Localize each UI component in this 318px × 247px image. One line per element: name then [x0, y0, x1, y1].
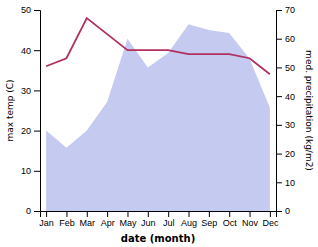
tick-mark [87, 211, 88, 217]
plot-area: Jan Feb Mar Apr May Jun Jul Aug Sep Oct NovDec 0 10 2… [21, 5, 295, 228]
tick-label: 10 [285, 178, 295, 188]
tick-mark [46, 211, 47, 217]
tick-label: Jan [39, 218, 54, 228]
tick-mark [276, 182, 282, 183]
tick-label: 50 [21, 5, 31, 15]
tick-mark [34, 131, 40, 132]
tick-mark [34, 171, 40, 172]
tick: 0 [26, 206, 40, 216]
tick: 20 [21, 126, 40, 136]
tick-mark [276, 96, 282, 97]
tick-mark [276, 10, 282, 11]
axis-line [34, 11, 41, 212]
tick-mark [276, 211, 282, 212]
tick-mark [66, 211, 67, 217]
tick: 50 [21, 5, 40, 15]
tick: Mar [80, 211, 96, 228]
tick: 10 [276, 178, 295, 188]
tick-label: 0 [26, 206, 31, 216]
tick: Aug [181, 211, 197, 228]
tick: Nov [242, 211, 259, 228]
tick-label: Jun [141, 218, 156, 228]
tick-label: Feb [59, 218, 75, 228]
tick-mark [189, 211, 190, 217]
tick: 40 [21, 46, 40, 56]
tick-mark [34, 50, 40, 51]
tick: 30 [21, 86, 40, 96]
tick: Apr [101, 211, 115, 228]
tick: 40 [276, 92, 295, 102]
tick: 0 [276, 206, 290, 216]
tick: May [119, 211, 137, 228]
tick: Sep [201, 211, 217, 228]
y-axis: 0 10 20 30 40 50 [21, 5, 41, 216]
tick-mark [34, 211, 40, 212]
tick: 60 [276, 34, 295, 44]
tick: Oct [223, 211, 238, 228]
axis-line [277, 11, 283, 212]
y2-axis: 0 10 20 30 40 50 60 70 [276, 5, 295, 216]
tick-mark [209, 211, 210, 217]
tick-mark [276, 67, 282, 68]
tick-label: 60 [285, 34, 295, 44]
tick: 70 [276, 5, 295, 15]
marks [46, 18, 270, 211]
tick-mark [34, 10, 40, 11]
tick: 10 [21, 166, 40, 176]
tick: Jun [141, 211, 156, 228]
tick-label: Apr [101, 218, 115, 228]
tick-label: 50 [285, 63, 295, 73]
chart: Jan Feb Mar Apr May Jun Jul Aug Sep Oct NovDec 0 10 2… [0, 0, 318, 247]
tick-label: Oct [223, 218, 238, 228]
tick-label: 20 [285, 149, 295, 159]
tick: 20 [276, 149, 295, 159]
tick-mark [250, 211, 251, 217]
y2-axis-title: med. precipitation (kg/m2) [304, 50, 314, 171]
tick-label: 40 [285, 92, 295, 102]
tick-mark [276, 39, 282, 40]
line [46, 18, 270, 74]
tick-mark [107, 211, 108, 217]
tick: Feb [59, 211, 75, 228]
tick-label: May [119, 218, 137, 228]
tick-label: Mar [80, 218, 96, 228]
tick: Jan [39, 211, 54, 228]
tick-label: 10 [21, 166, 31, 176]
tick-label: Sep [201, 218, 217, 228]
tick-mark [148, 211, 149, 217]
tick-label: 70 [285, 5, 295, 15]
tick-label: 30 [21, 86, 31, 96]
tick-mark [276, 154, 282, 155]
tick-mark [168, 211, 169, 217]
tick-label: Nov [242, 218, 259, 228]
tick: Dec [262, 211, 279, 228]
tick-label: 20 [21, 126, 31, 136]
tick-label: Jul [163, 218, 175, 228]
tick: 30 [276, 120, 295, 130]
tick-label: 30 [285, 120, 295, 130]
tick-mark [127, 211, 128, 217]
tick-mark [229, 211, 230, 217]
tick-mark [34, 90, 40, 91]
area [46, 24, 270, 211]
axis-line [41, 212, 277, 218]
tick: Jul [163, 211, 175, 228]
tick-label: 0 [285, 206, 290, 216]
tick-label: Aug [181, 218, 197, 228]
tick-label: 40 [21, 46, 31, 56]
tick-label: Dec [262, 218, 279, 228]
y-axis-title: max temp (C) [5, 79, 15, 141]
x-axis: Jan Feb Mar Apr May Jun Jul Aug Sep Oct NovDec [39, 211, 279, 228]
tick-mark [270, 211, 271, 217]
tick: 50 [276, 63, 295, 73]
tick-mark [276, 125, 282, 126]
x-axis-title: date (month) [121, 233, 195, 244]
